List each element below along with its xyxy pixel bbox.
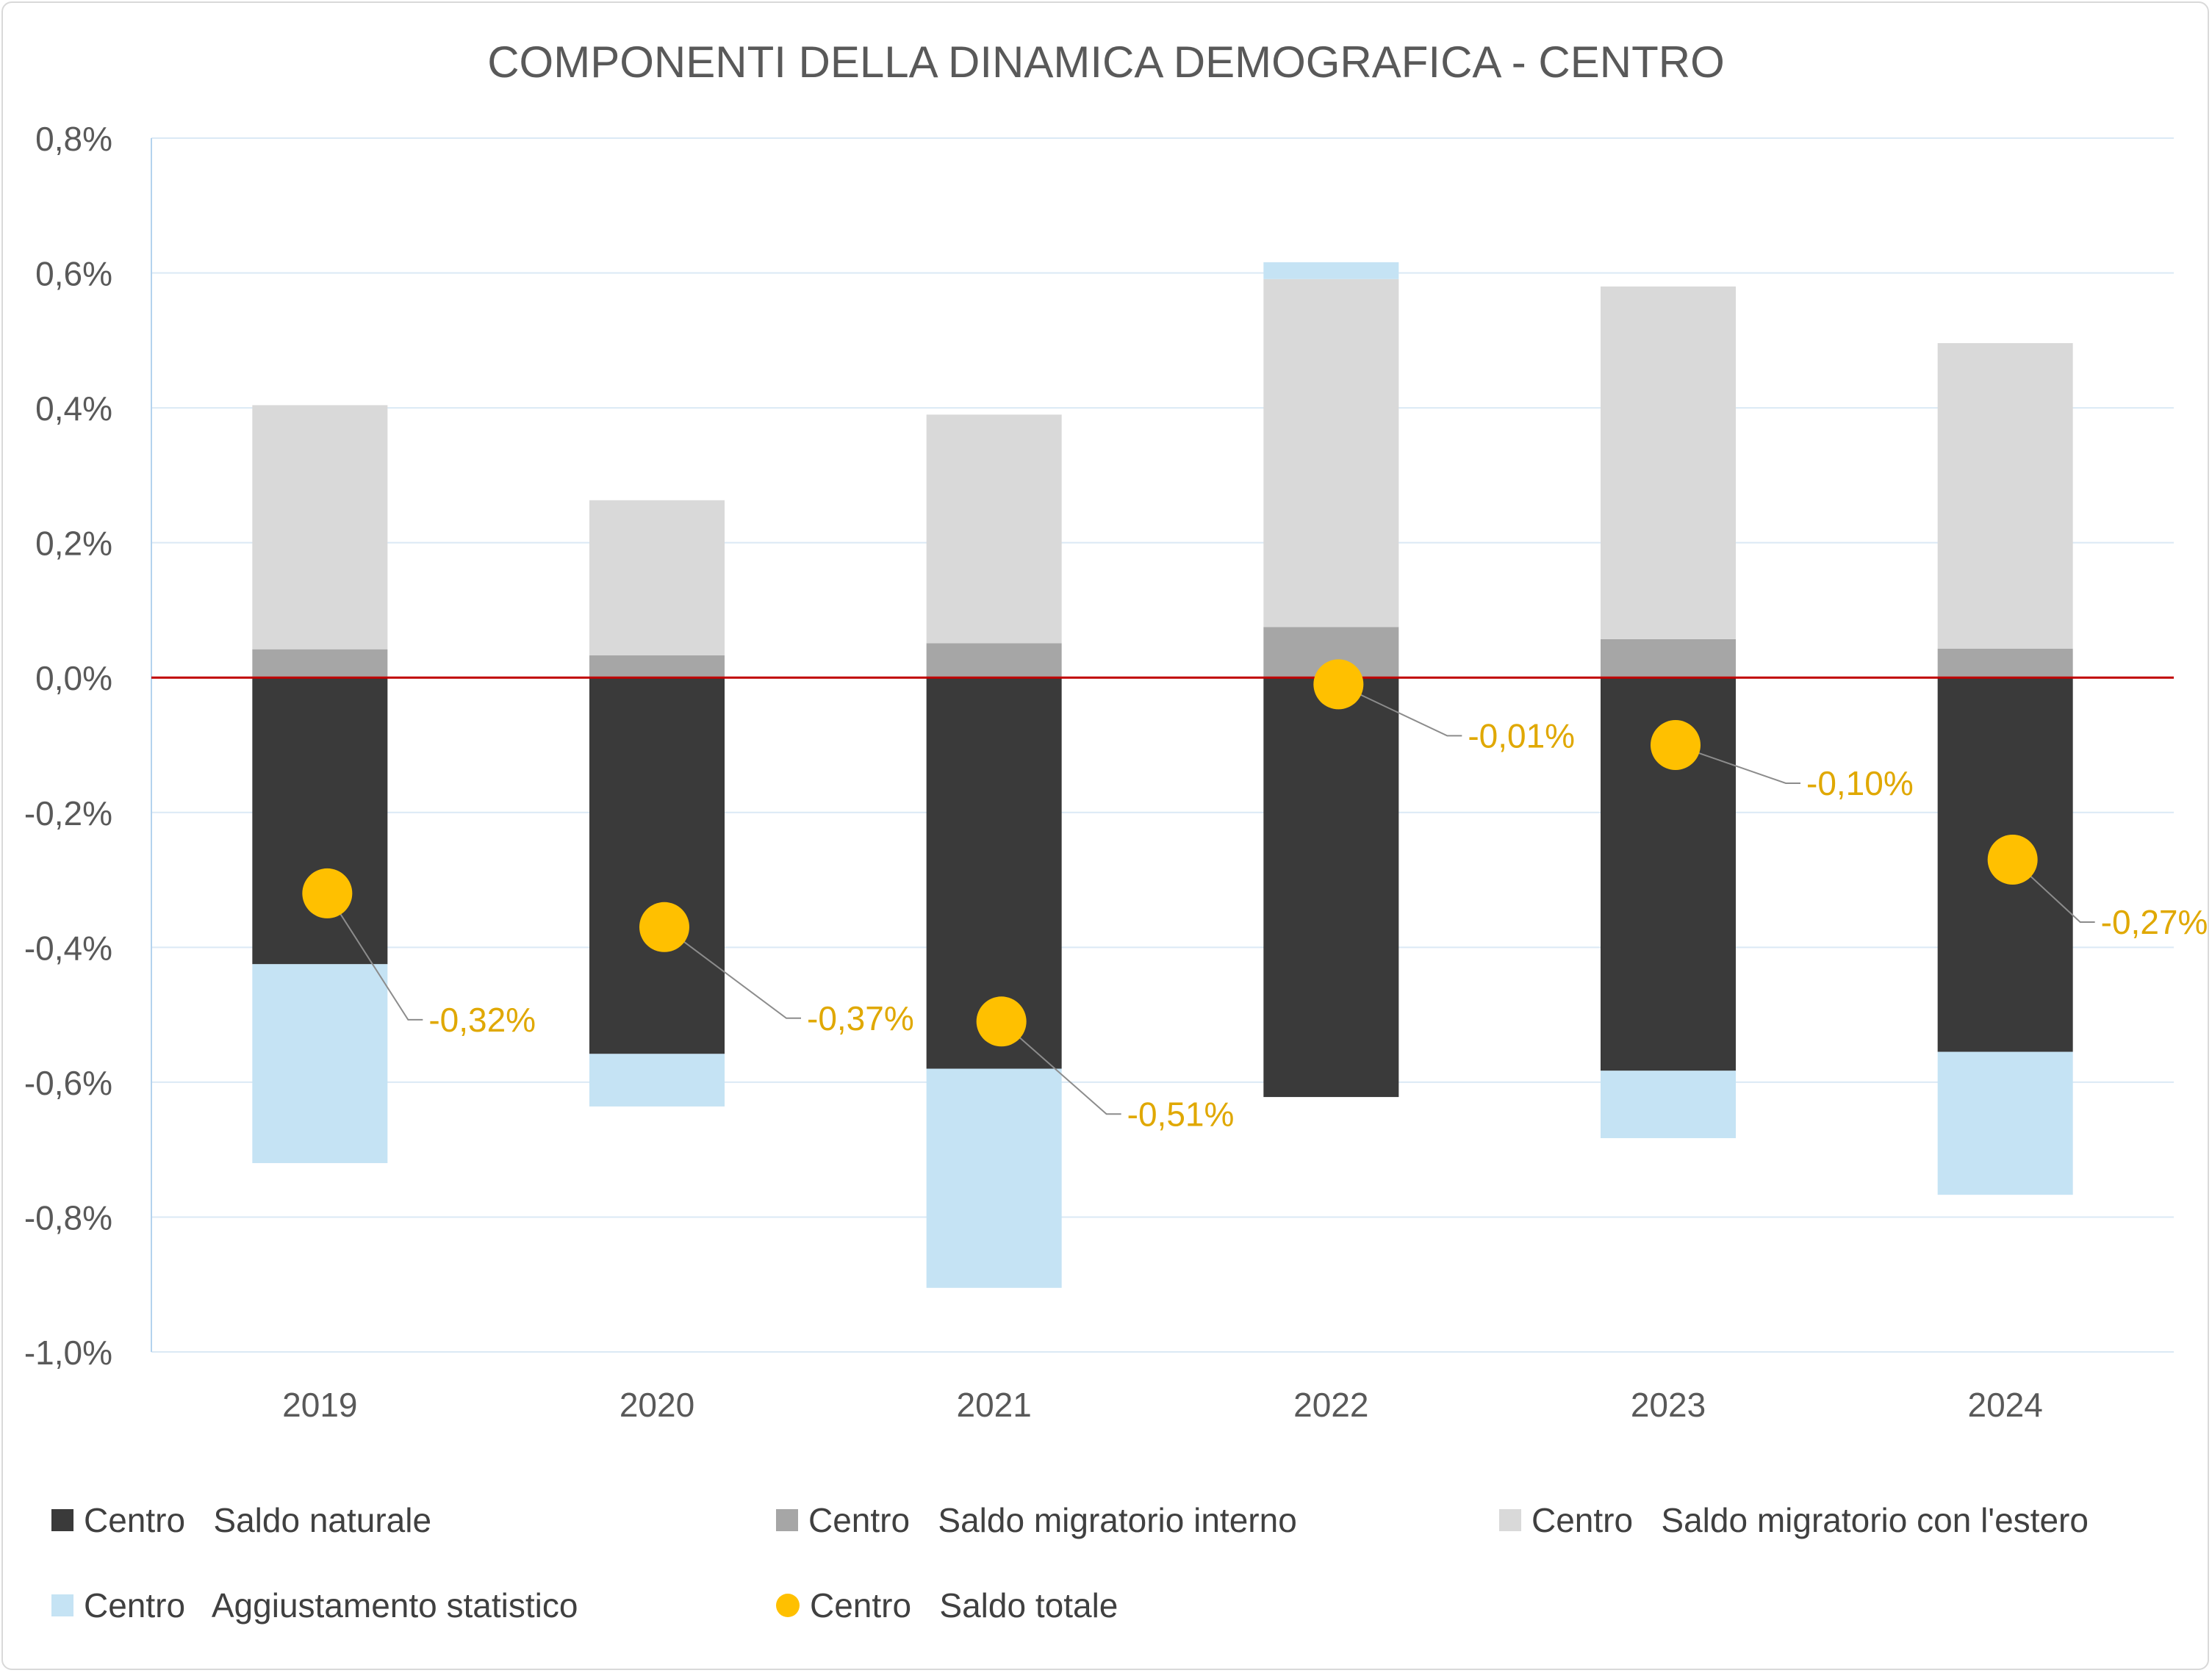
x-tick-label: 2020: [620, 1386, 694, 1424]
gridlines: [151, 137, 2174, 1353]
data-labels: -0,32% -0,37% -0,51% -0,01% -0,10% -0,27%: [428, 716, 2208, 1133]
bars: [252, 262, 2073, 1288]
x-tick-label: 2022: [1293, 1386, 1368, 1424]
bar-segment: [1601, 1071, 1736, 1139]
x-tick-label: 2023: [1631, 1386, 1706, 1424]
data-label: -0,37%: [807, 999, 914, 1037]
y-tick-label: 0,2%: [35, 525, 112, 563]
data-label: -0,27%: [2101, 903, 2208, 941]
y-tick-label: -1,0%: [24, 1334, 112, 1372]
y-tick-label: 0,8%: [35, 120, 112, 158]
data-label: -0,01%: [1468, 716, 1575, 755]
y-tick-label: -0,6%: [24, 1064, 112, 1102]
bar-segment: [1937, 648, 2073, 678]
total-markers: [302, 659, 2038, 1047]
bar-segment: [926, 1068, 1062, 1288]
bar-segment: [1937, 1051, 2073, 1195]
total-marker: [976, 996, 1027, 1047]
bar-segment: [252, 405, 388, 650]
total-marker: [639, 902, 689, 952]
y-axis-tick-labels: 0,8% 0,6% 0,4% 0,2% 0,0% -0,2% -0,4% -0,6% -0,8%…: [24, 120, 112, 1372]
bar-segment: [1263, 677, 1399, 1098]
bar-segment: [589, 677, 725, 1054]
data-label-leader: [1337, 683, 1462, 737]
data-label: -0,51%: [1127, 1095, 1235, 1133]
data-label-leader: [2011, 859, 2095, 924]
y-tick-label: 0,6%: [35, 255, 112, 293]
y-tick-label: 0,0%: [35, 659, 112, 697]
data-label-leaders: [326, 683, 2095, 1115]
x-axis-tick-labels: 2019 2020 2021 2022 2023 2024: [282, 1386, 2043, 1424]
total-marker: [1651, 720, 1701, 770]
x-tick-label: 2024: [1967, 1386, 2042, 1424]
y-tick-label: -0,8%: [24, 1198, 112, 1237]
bar-segment: [1937, 343, 2073, 649]
total-marker: [1987, 835, 2038, 885]
bar-segment: [1263, 262, 1399, 279]
total-marker: [1313, 659, 1364, 710]
data-label-leader: [326, 893, 423, 1021]
y-tick-label: 0,4%: [35, 389, 112, 428]
y-tick-label: -0,2%: [24, 794, 112, 832]
y-tick-label: -0,4%: [24, 929, 112, 967]
data-label-leader: [1675, 744, 1800, 784]
bar-segment: [926, 643, 1062, 678]
data-label: -0,32%: [428, 1001, 536, 1039]
bar-segment: [252, 677, 388, 965]
bar-segment: [589, 500, 725, 655]
bar-segment: [926, 414, 1062, 644]
x-tick-label: 2021: [956, 1386, 1031, 1424]
data-label-leader: [664, 926, 801, 1019]
x-tick-label: 2019: [282, 1386, 357, 1424]
total-marker: [302, 868, 353, 918]
bar-segment: [1601, 286, 1736, 639]
bar-segment: [1601, 638, 1736, 678]
bar-segment: [1263, 278, 1399, 627]
data-label: -0,10%: [1806, 764, 1914, 802]
bar-segment: [252, 964, 388, 1164]
bar-segment: [589, 1054, 725, 1107]
data-label-leader: [1001, 1021, 1121, 1115]
bar-segment: [589, 655, 725, 678]
chart-title: COMPONENTI DELLA DINAMICA DEMOGRAFICA - …: [487, 37, 1725, 87]
bar-segment: [252, 649, 388, 678]
